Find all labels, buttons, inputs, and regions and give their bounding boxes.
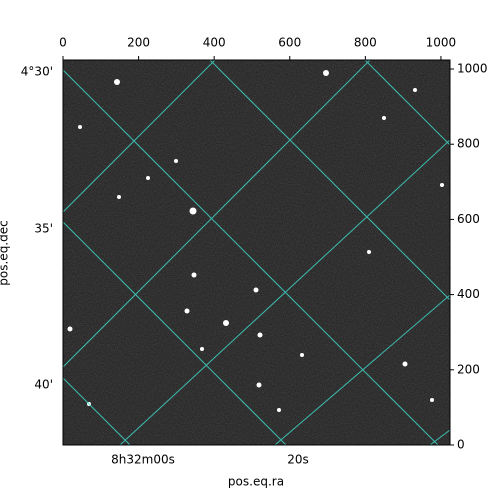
world-grid — [63, 60, 450, 445]
frame — [62, 59, 451, 446]
y-tick-label: 1000 — [457, 62, 488, 76]
y-axis-label: pos.eq.dec — [0, 220, 11, 285]
y-tick-label: 200 — [457, 362, 480, 376]
y-tick-label: 0 — [457, 438, 465, 452]
y-tick-label: 600 — [457, 212, 480, 226]
dec-tick-label: 40' — [34, 378, 53, 392]
sky-image — [63, 60, 450, 445]
x-axis-label: pos.eq.ra — [228, 475, 284, 489]
x-tick-label: 800 — [354, 36, 377, 50]
dec-tick-label: 35' — [34, 222, 53, 236]
ra-tick-label: 8h32m00s — [111, 453, 175, 467]
ra-tick-label: 20s — [287, 453, 309, 467]
x-tick-label: 600 — [278, 36, 301, 50]
stars — [67, 70, 444, 412]
x-tick-label: 200 — [127, 36, 150, 50]
x-tick-label: 1000 — [426, 36, 457, 50]
y-tick-label: 800 — [457, 137, 480, 151]
y-tick-label: 400 — [457, 287, 480, 301]
x-tick-label: 0 — [59, 36, 67, 50]
dec-tick-label: 4°30' — [21, 65, 53, 79]
x-tick-label: 400 — [203, 36, 226, 50]
